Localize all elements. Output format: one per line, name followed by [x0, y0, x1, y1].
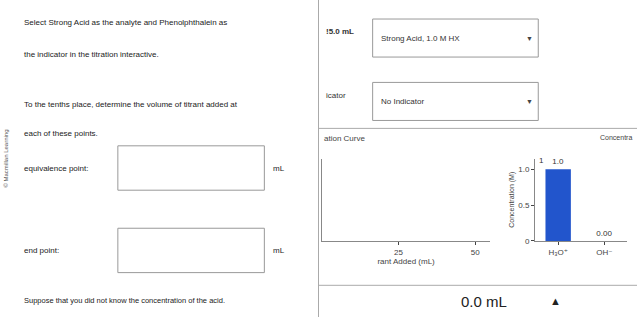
- svg-text:Select Strong Acid as the anal: Select Strong Acid as the analyte and Ph…: [24, 18, 227, 27]
- svg-text:Concentration (M): Concentration (M): [508, 172, 516, 228]
- svg-text:!5.0 mL: !5.0 mL: [326, 27, 354, 36]
- svg-text:0: 0: [525, 237, 530, 246]
- svg-text:Strong Acid, 1.0 M HX: Strong Acid, 1.0 M HX: [381, 34, 460, 43]
- svg-text:25: 25: [394, 248, 403, 257]
- svg-text:ation Curve: ation Curve: [324, 134, 365, 143]
- svg-text:▼: ▼: [526, 35, 533, 42]
- svg-text:end point:: end point:: [24, 246, 59, 255]
- svg-text:OH⁻: OH⁻: [596, 248, 612, 257]
- svg-text:50: 50: [471, 248, 480, 257]
- svg-text:0.0 mL: 0.0 mL: [461, 293, 507, 310]
- svg-text:No Indicator: No Indicator: [381, 97, 424, 106]
- svg-text:H₃O⁺: H₃O⁺: [548, 248, 567, 257]
- svg-text:Suppose that you did not know: Suppose that you did not know the concen…: [24, 296, 225, 305]
- svg-text:rant Added (mL): rant Added (mL): [377, 257, 435, 266]
- svg-text:0.5: 0.5: [518, 201, 530, 210]
- svg-text:mL: mL: [273, 164, 285, 173]
- svg-text:1.0: 1.0: [552, 157, 564, 166]
- svg-text:equivalence point:: equivalence point:: [24, 164, 89, 173]
- svg-text:© Macmillan Learning: © Macmillan Learning: [3, 129, 9, 187]
- svg-text:▲: ▲: [550, 295, 561, 307]
- svg-text:each of these points.: each of these points.: [24, 129, 98, 138]
- svg-text:0.00: 0.00: [596, 229, 612, 238]
- svg-text:1.0: 1.0: [518, 165, 530, 174]
- svg-text:mL: mL: [273, 246, 285, 255]
- svg-text:Concentra: Concentra: [600, 134, 632, 141]
- svg-text:1: 1: [539, 156, 544, 165]
- svg-text:icator: icator: [326, 91, 346, 100]
- svg-text:▼: ▼: [526, 98, 533, 105]
- svg-text:To the tenths place, determine: To the tenths place, determine the volum…: [24, 100, 238, 109]
- svg-text:the indicator in the titration: the indicator in the titration interacti…: [24, 50, 159, 59]
